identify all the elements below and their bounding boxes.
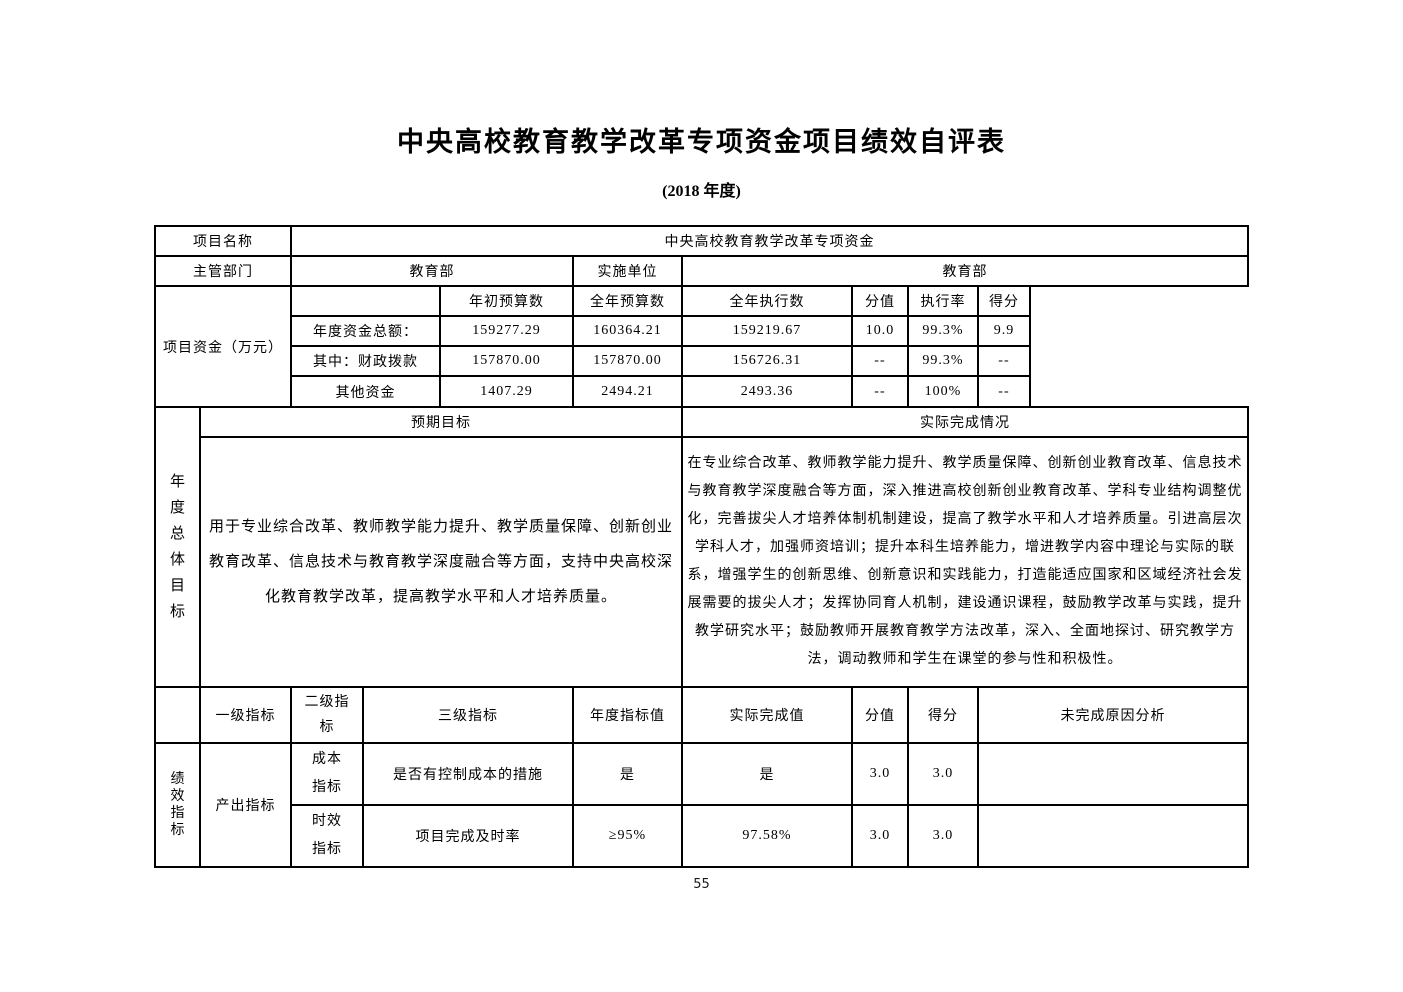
document-page: 中央高校教育教学改革专项资金项目绩效自评表 (2018 年度) 项目名称 中央高… xyxy=(153,127,1250,892)
indicator-row-cost: 绩效指标 产出指标 成本指标 是否有控制成本的措施 是 是 3.0 3.0 xyxy=(153,742,1250,868)
project-name-label: 项目名称 xyxy=(153,225,292,257)
funding-col-header: 分值 xyxy=(850,285,909,317)
indicator-col-header: 年度指标值 xyxy=(571,686,683,744)
supervisor-dept-label: 主管部门 xyxy=(153,255,292,287)
annual-target-value: 是 xyxy=(571,742,683,806)
actual-value: 是 xyxy=(680,742,853,806)
funding-col-header: 全年执行数 xyxy=(680,285,853,317)
page-title: 中央高校教育教学改革专项资金项目绩效自评表 xyxy=(397,127,1006,157)
project-name-value: 中央高校教育教学改革专项资金 xyxy=(289,225,1250,257)
funding-row-total: 年度资金总额： 159277.29 160364.21 159219.67 10… xyxy=(155,315,1248,347)
level2-indicator-text: 时效指标 xyxy=(311,814,342,857)
funding-row-other: 其他资金 1407.29 2494.21 2493.36 -- 100% -- xyxy=(155,375,1248,408)
page-number: 55 xyxy=(693,877,710,892)
implement-unit-value: 教育部 xyxy=(680,255,1250,287)
funding-cell: 160364.21 xyxy=(571,315,683,347)
level2-indicator-text: 成本指标 xyxy=(311,752,342,795)
indicator-col-header: 得分 xyxy=(906,686,979,744)
reason-cell xyxy=(976,804,1250,868)
project-name-row: 项目名称 中央高校教育教学改革专项资金 xyxy=(153,225,1250,257)
indicator-col-header: 实际完成值 xyxy=(680,686,853,744)
score: 3.0 xyxy=(906,742,979,806)
project-funds-stub: 项目资金（万元） xyxy=(153,285,292,408)
indicator-col-header: 未完成原因分析 xyxy=(976,686,1250,744)
funding-cell: 100% xyxy=(906,375,979,408)
funding-row-label: 其中：财政拨款 xyxy=(289,345,441,377)
level3-indicator: 是否有控制成本的措施 xyxy=(361,742,574,806)
funding-cell: 1407.29 xyxy=(438,375,574,408)
funding-cell: -- xyxy=(976,375,1031,408)
funding-row-label: 年度资金总额： xyxy=(289,315,441,347)
funding-cell: 10.0 xyxy=(850,315,909,347)
annual-goal-body-row: 用于专业综合改革、教师教学能力提升、教学质量保障、创新创业教育改革、信息技术与教… xyxy=(155,436,1250,688)
reason-cell xyxy=(976,742,1250,806)
annual-target-value: ≥95% xyxy=(571,804,683,868)
indicator-col-header: 一级指标 xyxy=(198,686,292,744)
indicator-row-timeliness: 时效指标 项目完成及时率 ≥95% 97.58% 3.0 3.0 xyxy=(155,804,1250,868)
actual-completion-header: 实际完成情况 xyxy=(680,406,1250,438)
page-subtitle: (2018 年度) xyxy=(662,183,741,200)
indicator-col-header: 分值 xyxy=(850,686,909,744)
score-value: 3.0 xyxy=(850,804,909,868)
indicator-col-header-text: 二级指标 xyxy=(304,695,350,735)
indicator-empty-cell xyxy=(153,686,201,744)
level2-indicator: 时效指标 xyxy=(289,804,364,868)
funding-cell: 99.3% xyxy=(906,345,979,377)
annual-goal-header-row: 年度总体目标 预期目标 实际完成情况 xyxy=(153,406,1250,688)
funding-cell: 159277.29 xyxy=(438,315,574,347)
level1-indicator: 产出指标 xyxy=(198,742,292,868)
funding-col-header: 全年预算数 xyxy=(571,285,683,317)
level3-indicator: 项目完成及时率 xyxy=(361,804,574,868)
funding-cell: 2494.21 xyxy=(571,375,683,408)
annual-goal-stub: 年度总体目标 xyxy=(153,406,201,688)
implement-unit-label: 实施单位 xyxy=(571,255,683,287)
funding-cell: 9.9 xyxy=(976,315,1031,347)
level2-indicator: 成本指标 xyxy=(289,742,364,806)
funding-cell: 159219.67 xyxy=(680,315,853,347)
performance-indicator-stub-text: 绩效指标 xyxy=(170,772,185,838)
funding-col-header: 执行率 xyxy=(906,285,979,317)
actual-completion-text: 在专业综合改革、教师教学能力提升、教学质量保障、创新创业教育改革、信息技术与教育… xyxy=(680,436,1250,688)
funding-cell: -- xyxy=(850,345,909,377)
performance-indicator-stub: 绩效指标 xyxy=(153,742,201,868)
funding-col-header: 得分 xyxy=(976,285,1031,317)
actual-value: 97.58% xyxy=(680,804,853,868)
funding-col-header: 年初预算数 xyxy=(438,285,574,317)
indicator-col-header: 二级指标 xyxy=(289,686,364,744)
funding-cell: 2493.36 xyxy=(680,375,853,408)
expected-goal-text: 用于专业综合改革、教师教学能力提升、教学质量保障、创新创业教育改革、信息技术与教… xyxy=(198,436,683,688)
supervisor-dept-value: 教育部 xyxy=(289,255,574,287)
score: 3.0 xyxy=(906,804,979,868)
funding-row-label: 其他资金 xyxy=(289,375,441,408)
funding-cell: -- xyxy=(976,345,1031,377)
funding-header-row: 项目资金（万元） 年初预算数 全年预算数 全年执行数 分值 执行率 得分 xyxy=(153,285,1248,408)
score-value: 3.0 xyxy=(850,742,909,806)
funding-row-fiscal: 其中：财政拨款 157870.00 157870.00 156726.31 --… xyxy=(155,345,1248,377)
funding-cell: 157870.00 xyxy=(438,345,574,377)
indicator-col-header: 三级指标 xyxy=(361,686,574,744)
annual-goal-stub-text: 年度总体目标 xyxy=(169,474,185,620)
funding-cell: 157870.00 xyxy=(571,345,683,377)
department-row: 主管部门 教育部 实施单位 教育部 xyxy=(153,255,1250,287)
funding-cell: -- xyxy=(850,375,909,408)
expected-goal-header: 预期目标 xyxy=(198,406,683,438)
funding-cell: 99.3% xyxy=(906,315,979,347)
self-evaluation-table: 项目名称 中央高校教育教学改革专项资金 主管部门 教育部 实施单位 教育部 项目… xyxy=(153,225,1250,868)
funding-empty-cell xyxy=(289,285,441,317)
funding-cell: 156726.31 xyxy=(680,345,853,377)
indicator-header-row: 一级指标 二级指标 三级指标 年度指标值 实际完成值 分值 得分 未完成原因分析 xyxy=(153,686,1250,744)
